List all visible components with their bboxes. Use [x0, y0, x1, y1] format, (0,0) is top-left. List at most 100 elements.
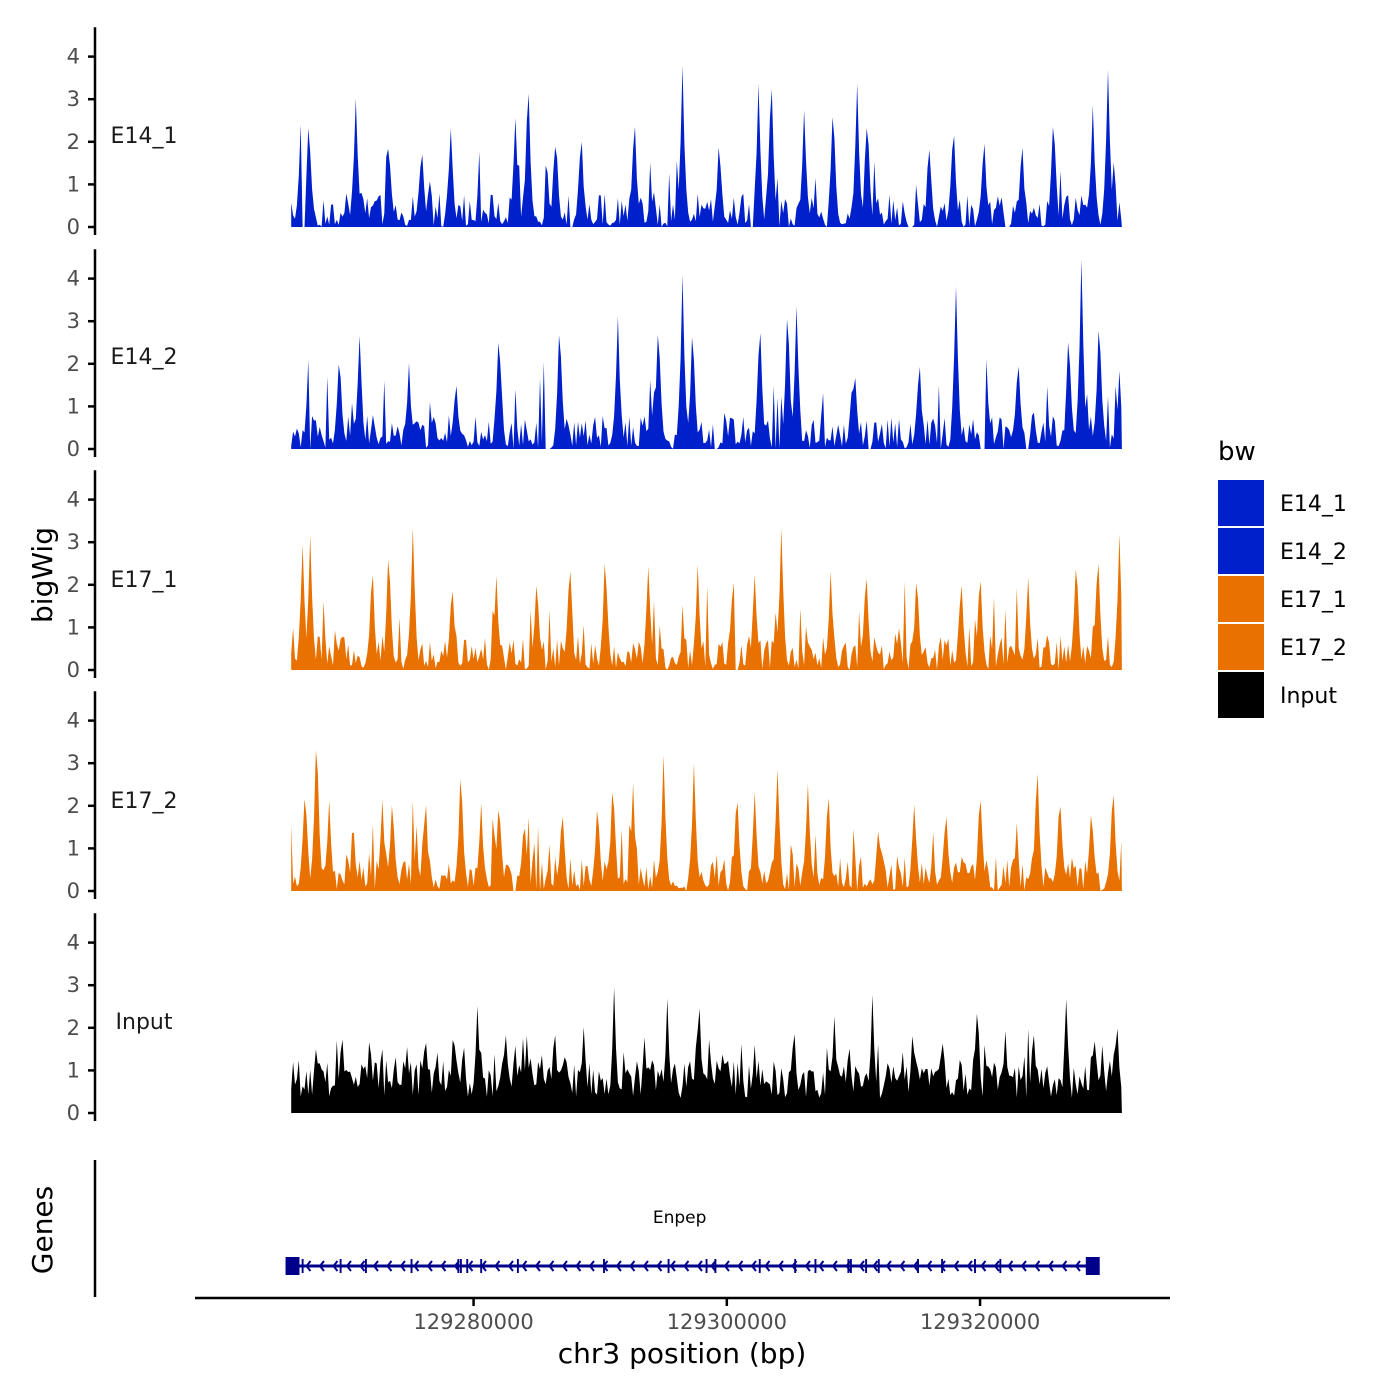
gene-exon [457, 1259, 460, 1273]
strand-arrow [359, 1260, 366, 1272]
legend-swatch-E14_1 [1218, 480, 1264, 526]
gene-exon [364, 1259, 367, 1273]
coverage-area-E17_1 [291, 527, 1122, 670]
track-E14_1: 0 1 2 3 4 E14_1 [67, 27, 1122, 239]
strand-arrow [899, 1260, 906, 1272]
strand-arrow [912, 1260, 919, 1272]
gene-exon [339, 1259, 342, 1273]
y-tick-label: 0 [67, 437, 80, 461]
y-tick-label: 4 [67, 267, 80, 291]
y-tick-label: 2 [67, 573, 80, 597]
y-tick-label: 0 [67, 658, 80, 682]
strand-arrow [885, 1260, 892, 1272]
strand-arrow [494, 1260, 501, 1272]
gene-exon [999, 1259, 1002, 1273]
gene-exon [410, 1259, 413, 1273]
strand-arrow [831, 1260, 838, 1272]
strand-arrow [764, 1260, 771, 1272]
strand-arrow [386, 1260, 393, 1272]
gene-model: Enpep [285, 1208, 1100, 1275]
strand-arrow [1007, 1260, 1014, 1272]
strand-arrow [318, 1260, 325, 1272]
track-E17_1: 0 1 2 3 4 E17_1 [67, 470, 1122, 682]
y-tick-label: 3 [67, 530, 80, 554]
y-tick-label: 3 [67, 87, 80, 111]
x-tick-label: 129320000 [920, 1310, 1040, 1334]
gene-exon [849, 1259, 852, 1273]
track-label: Input [116, 1010, 173, 1035]
y-tick-label: 3 [67, 973, 80, 997]
strand-arrow [750, 1260, 757, 1272]
strand-arrow [939, 1260, 946, 1272]
legend-label-E14_1: E14_1 [1280, 492, 1347, 517]
strand-arrow [561, 1260, 568, 1272]
strand-arrow [345, 1260, 352, 1272]
y-tick-label: 2 [67, 1016, 80, 1040]
strand-arrow [588, 1260, 595, 1272]
gene-exon [877, 1259, 880, 1273]
legend-label-E17_2: E17_2 [1280, 636, 1347, 661]
strand-arrow [696, 1260, 703, 1272]
y-tick-label: 1 [67, 1058, 80, 1082]
strand-arrow [683, 1260, 690, 1272]
strand-arrow [804, 1260, 811, 1272]
y-tick-label: 1 [67, 172, 80, 196]
strand-arrow [953, 1260, 960, 1272]
gene-exon [917, 1259, 919, 1273]
gene-name-label: Enpep [653, 1208, 707, 1228]
strand-arrow [332, 1260, 339, 1272]
x-axis: 129280000 129300000 129320000 chr3 positio… [195, 1296, 1170, 1370]
y-tick-label: 4 [67, 45, 80, 69]
gene-exon [941, 1259, 944, 1273]
gene-exon [1085, 1257, 1100, 1275]
strand-arrow [615, 1260, 622, 1272]
gene-exon [480, 1259, 483, 1273]
strand-arrow [993, 1260, 1000, 1272]
strand-arrow [507, 1260, 514, 1272]
y-tick-label: 2 [67, 130, 80, 154]
strand-arrow [723, 1260, 730, 1272]
strand-arrow [534, 1260, 541, 1272]
y-tick-label: 2 [67, 352, 80, 376]
legend-swatch-E17_1 [1218, 576, 1264, 622]
y-tick-label: 1 [67, 836, 80, 860]
y-tick-label: 0 [67, 879, 80, 903]
y-tick-label: 0 [67, 215, 80, 239]
strand-arrow [521, 1260, 528, 1272]
legend-label-E17_1: E17_1 [1280, 588, 1347, 613]
track-E14_2: 0 1 2 3 4 E14_2 [67, 249, 1122, 461]
strand-arrow [575, 1260, 582, 1272]
y-tick-label: 1 [67, 394, 80, 418]
coverage-area-Input [291, 987, 1122, 1113]
y-tick-label: 1 [67, 615, 80, 639]
gene-exon [847, 1259, 850, 1273]
strand-arrow [305, 1260, 312, 1272]
coverage-area-E17_2 [291, 750, 1122, 891]
coverage-tracks: 0 1 2 3 4 E14_1 0 1 2 3 4 E14_2 0 1 2 3 4 E17_1 0 1 2 3 4 E17_2… [67, 27, 1122, 1125]
strand-arrow [372, 1260, 379, 1272]
gene-exon [285, 1257, 300, 1275]
legend: bw E14_1 E14_2 E17_1 E17_2 Input [1218, 437, 1347, 718]
strand-arrow [629, 1260, 636, 1272]
strand-arrow [1061, 1260, 1068, 1272]
strand-arrow [858, 1260, 865, 1272]
x-tick-label: 129280000 [413, 1310, 533, 1334]
legend-swatch-E17_2 [1218, 624, 1264, 670]
strand-arrow [926, 1260, 933, 1272]
strand-arrow [710, 1260, 717, 1272]
strand-arrow [1034, 1260, 1041, 1272]
strand-arrow [1020, 1260, 1027, 1272]
gene-exon [667, 1259, 670, 1273]
track-label: E17_1 [111, 568, 178, 593]
gene-exon [301, 1259, 304, 1273]
y-tick-label: 0 [67, 1101, 80, 1125]
strand-arrow [737, 1260, 744, 1272]
track-label: E14_1 [111, 124, 178, 149]
x-axis-ticks: 129280000 129300000 129320000 [413, 1298, 1040, 1334]
strand-arrow [669, 1260, 676, 1272]
strand-arrow [818, 1260, 825, 1272]
gene-exon [758, 1259, 761, 1273]
y-tick-label: 3 [67, 751, 80, 775]
legend-title: bw [1218, 437, 1256, 467]
